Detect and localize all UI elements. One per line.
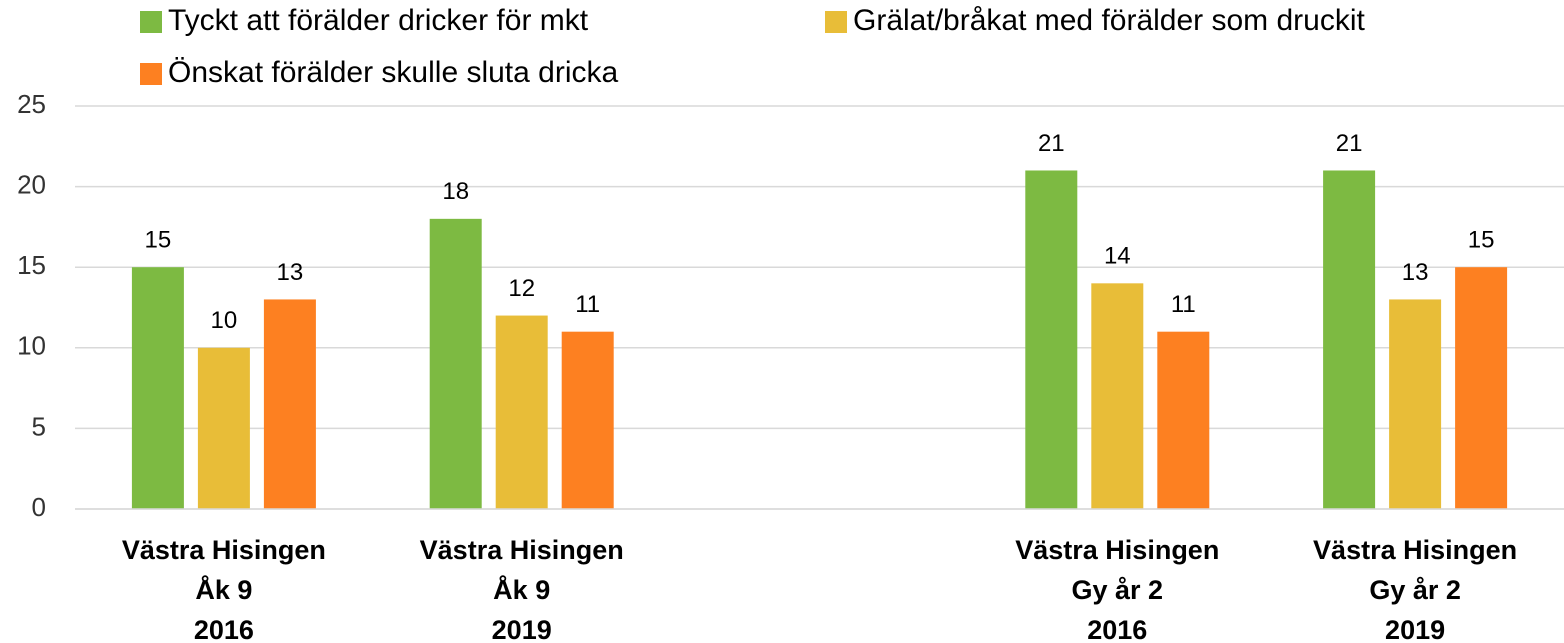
bar — [495, 315, 548, 509]
x-tick-line: Gy år 2 — [1369, 575, 1461, 605]
bar — [1157, 331, 1210, 509]
y-tick-label: 20 — [17, 169, 46, 199]
x-tick-label: Västra Hisingen Gy år 2 2019 — [1313, 535, 1517, 643]
x-tick-line: Västra Hisingen — [1015, 535, 1219, 565]
legend-swatch — [825, 11, 847, 33]
bar — [131, 267, 184, 509]
x-tick-line: Västra Hisingen — [420, 535, 624, 565]
x-tick-label: Västra Hisingen Gy år 2 2016 — [1015, 535, 1219, 643]
data-label: 15 — [1468, 227, 1495, 254]
legend-label: Önskat förälder skulle sluta dricka — [168, 56, 619, 89]
y-tick-label: 10 — [17, 331, 46, 361]
legend-label: Tyckt att förälder dricker för mkt — [168, 4, 589, 37]
x-tick-line: Åk 9 — [493, 574, 550, 605]
bar — [1091, 283, 1144, 509]
x-tick-label: Västra Hisingen Åk 9 2019 — [420, 535, 624, 643]
data-label: 13 — [1402, 259, 1429, 286]
data-label: 11 — [575, 291, 600, 318]
x-tick-line: Västra Hisingen — [1313, 535, 1517, 565]
y-tick-label: 25 — [17, 89, 46, 119]
data-label: 21 — [1038, 130, 1065, 157]
x-tick-label: Västra Hisingen Åk 9 2016 — [122, 535, 326, 643]
legend-label: Grälat/bråkat med förälder som druckit — [853, 4, 1366, 37]
x-tick-line: Gy år 2 — [1072, 575, 1164, 605]
bar — [1323, 170, 1376, 510]
bar — [1025, 170, 1078, 510]
data-label: 15 — [145, 227, 172, 254]
legend-swatch — [140, 63, 162, 85]
x-tick-line: 2016 — [194, 615, 254, 643]
data-label: 12 — [508, 275, 535, 302]
data-label: 10 — [211, 307, 238, 334]
bar — [1455, 267, 1508, 509]
x-tick-line: Västra Hisingen — [122, 535, 326, 565]
data-label: 11 — [1171, 291, 1196, 318]
data-label: 18 — [442, 178, 469, 205]
legend-swatch — [140, 11, 162, 33]
x-tick-line: 2019 — [1385, 615, 1445, 643]
y-tick-label: 5 — [32, 411, 46, 441]
bar — [197, 347, 250, 509]
data-label: 14 — [1104, 243, 1131, 270]
x-tick-line: 2016 — [1087, 615, 1147, 643]
x-tick-line: Åk 9 — [195, 574, 252, 605]
y-tick-label: 0 — [32, 492, 46, 522]
data-label: 13 — [277, 259, 304, 286]
data-label: 21 — [1336, 130, 1363, 157]
bar — [263, 299, 316, 509]
bar — [561, 331, 614, 509]
x-tick-line: 2019 — [492, 615, 552, 643]
bar — [1389, 299, 1442, 509]
bar — [429, 218, 482, 509]
y-tick-label: 15 — [17, 250, 46, 280]
